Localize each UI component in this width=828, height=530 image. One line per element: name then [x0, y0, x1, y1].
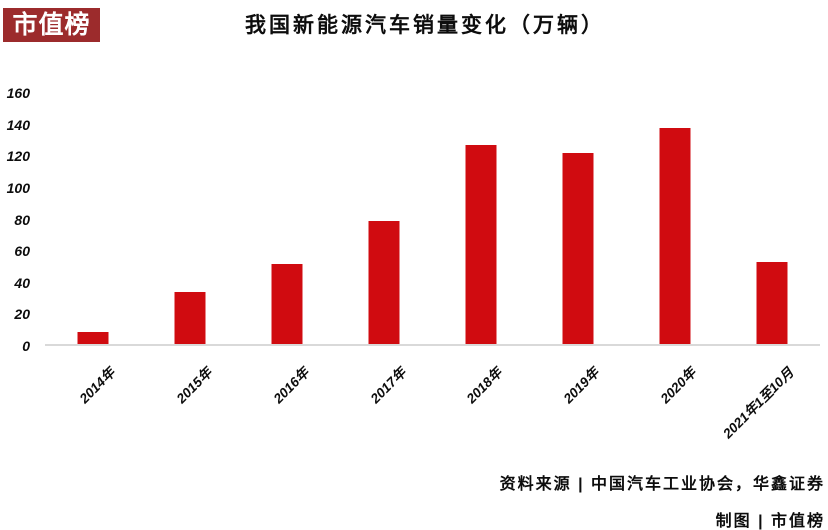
data-source-note: 资料来源 | 中国汽车工业协会，华鑫证券	[499, 476, 825, 493]
x-axis-category-label: 2018年	[463, 364, 506, 407]
bar-slot	[45, 93, 142, 344]
bar-slot	[433, 93, 530, 344]
y-axis-tick-label: 120	[6, 148, 30, 165]
bar-slot	[529, 93, 626, 344]
y-axis-tick-label: 100	[6, 179, 30, 196]
x-axis-category-label: 2015年	[173, 364, 215, 407]
bar-2018年	[465, 145, 497, 344]
y-axis-tick-label: 60	[14, 243, 30, 260]
x-axis-category-label: 2014年	[76, 364, 118, 407]
bar-2017年	[368, 221, 400, 344]
chart-credit-note: 制图 | 市值榜	[715, 513, 825, 530]
bar-slot	[142, 93, 239, 344]
y-axis-tick-label: 140	[6, 116, 30, 133]
y-axis-tick-label: 20	[14, 306, 30, 323]
bar-2014年	[77, 332, 109, 344]
bar-slot	[336, 93, 433, 344]
bar-2020年	[659, 127, 691, 344]
x-axis-category-label: 2020年	[657, 364, 700, 407]
bar-slot	[723, 93, 820, 344]
x-axis-category-label: 2021年1至10月	[719, 364, 796, 442]
bar-2019年	[562, 153, 594, 344]
bar-2015年	[174, 291, 206, 344]
chart-title: 我国新能源汽车销量变化（万辆）	[245, 14, 605, 37]
x-axis-category-label: 2016年	[270, 364, 312, 407]
x-axis-category-label: 2017年	[367, 364, 409, 407]
bar-slot	[626, 93, 723, 344]
shizhibang-logo: 市值榜	[3, 8, 100, 42]
y-axis-tick-label: 160	[6, 85, 30, 101]
plot-area	[45, 93, 820, 346]
bar-2016年	[271, 263, 303, 344]
y-axis-tick-label: 0	[22, 338, 30, 354]
y-axis-tick-label: 40	[14, 274, 30, 291]
bar-slot	[239, 93, 336, 344]
bar-2021年1至10月	[756, 261, 788, 344]
x-axis-category-label: 2019年	[560, 364, 603, 407]
y-axis-tick-label: 80	[14, 211, 30, 228]
